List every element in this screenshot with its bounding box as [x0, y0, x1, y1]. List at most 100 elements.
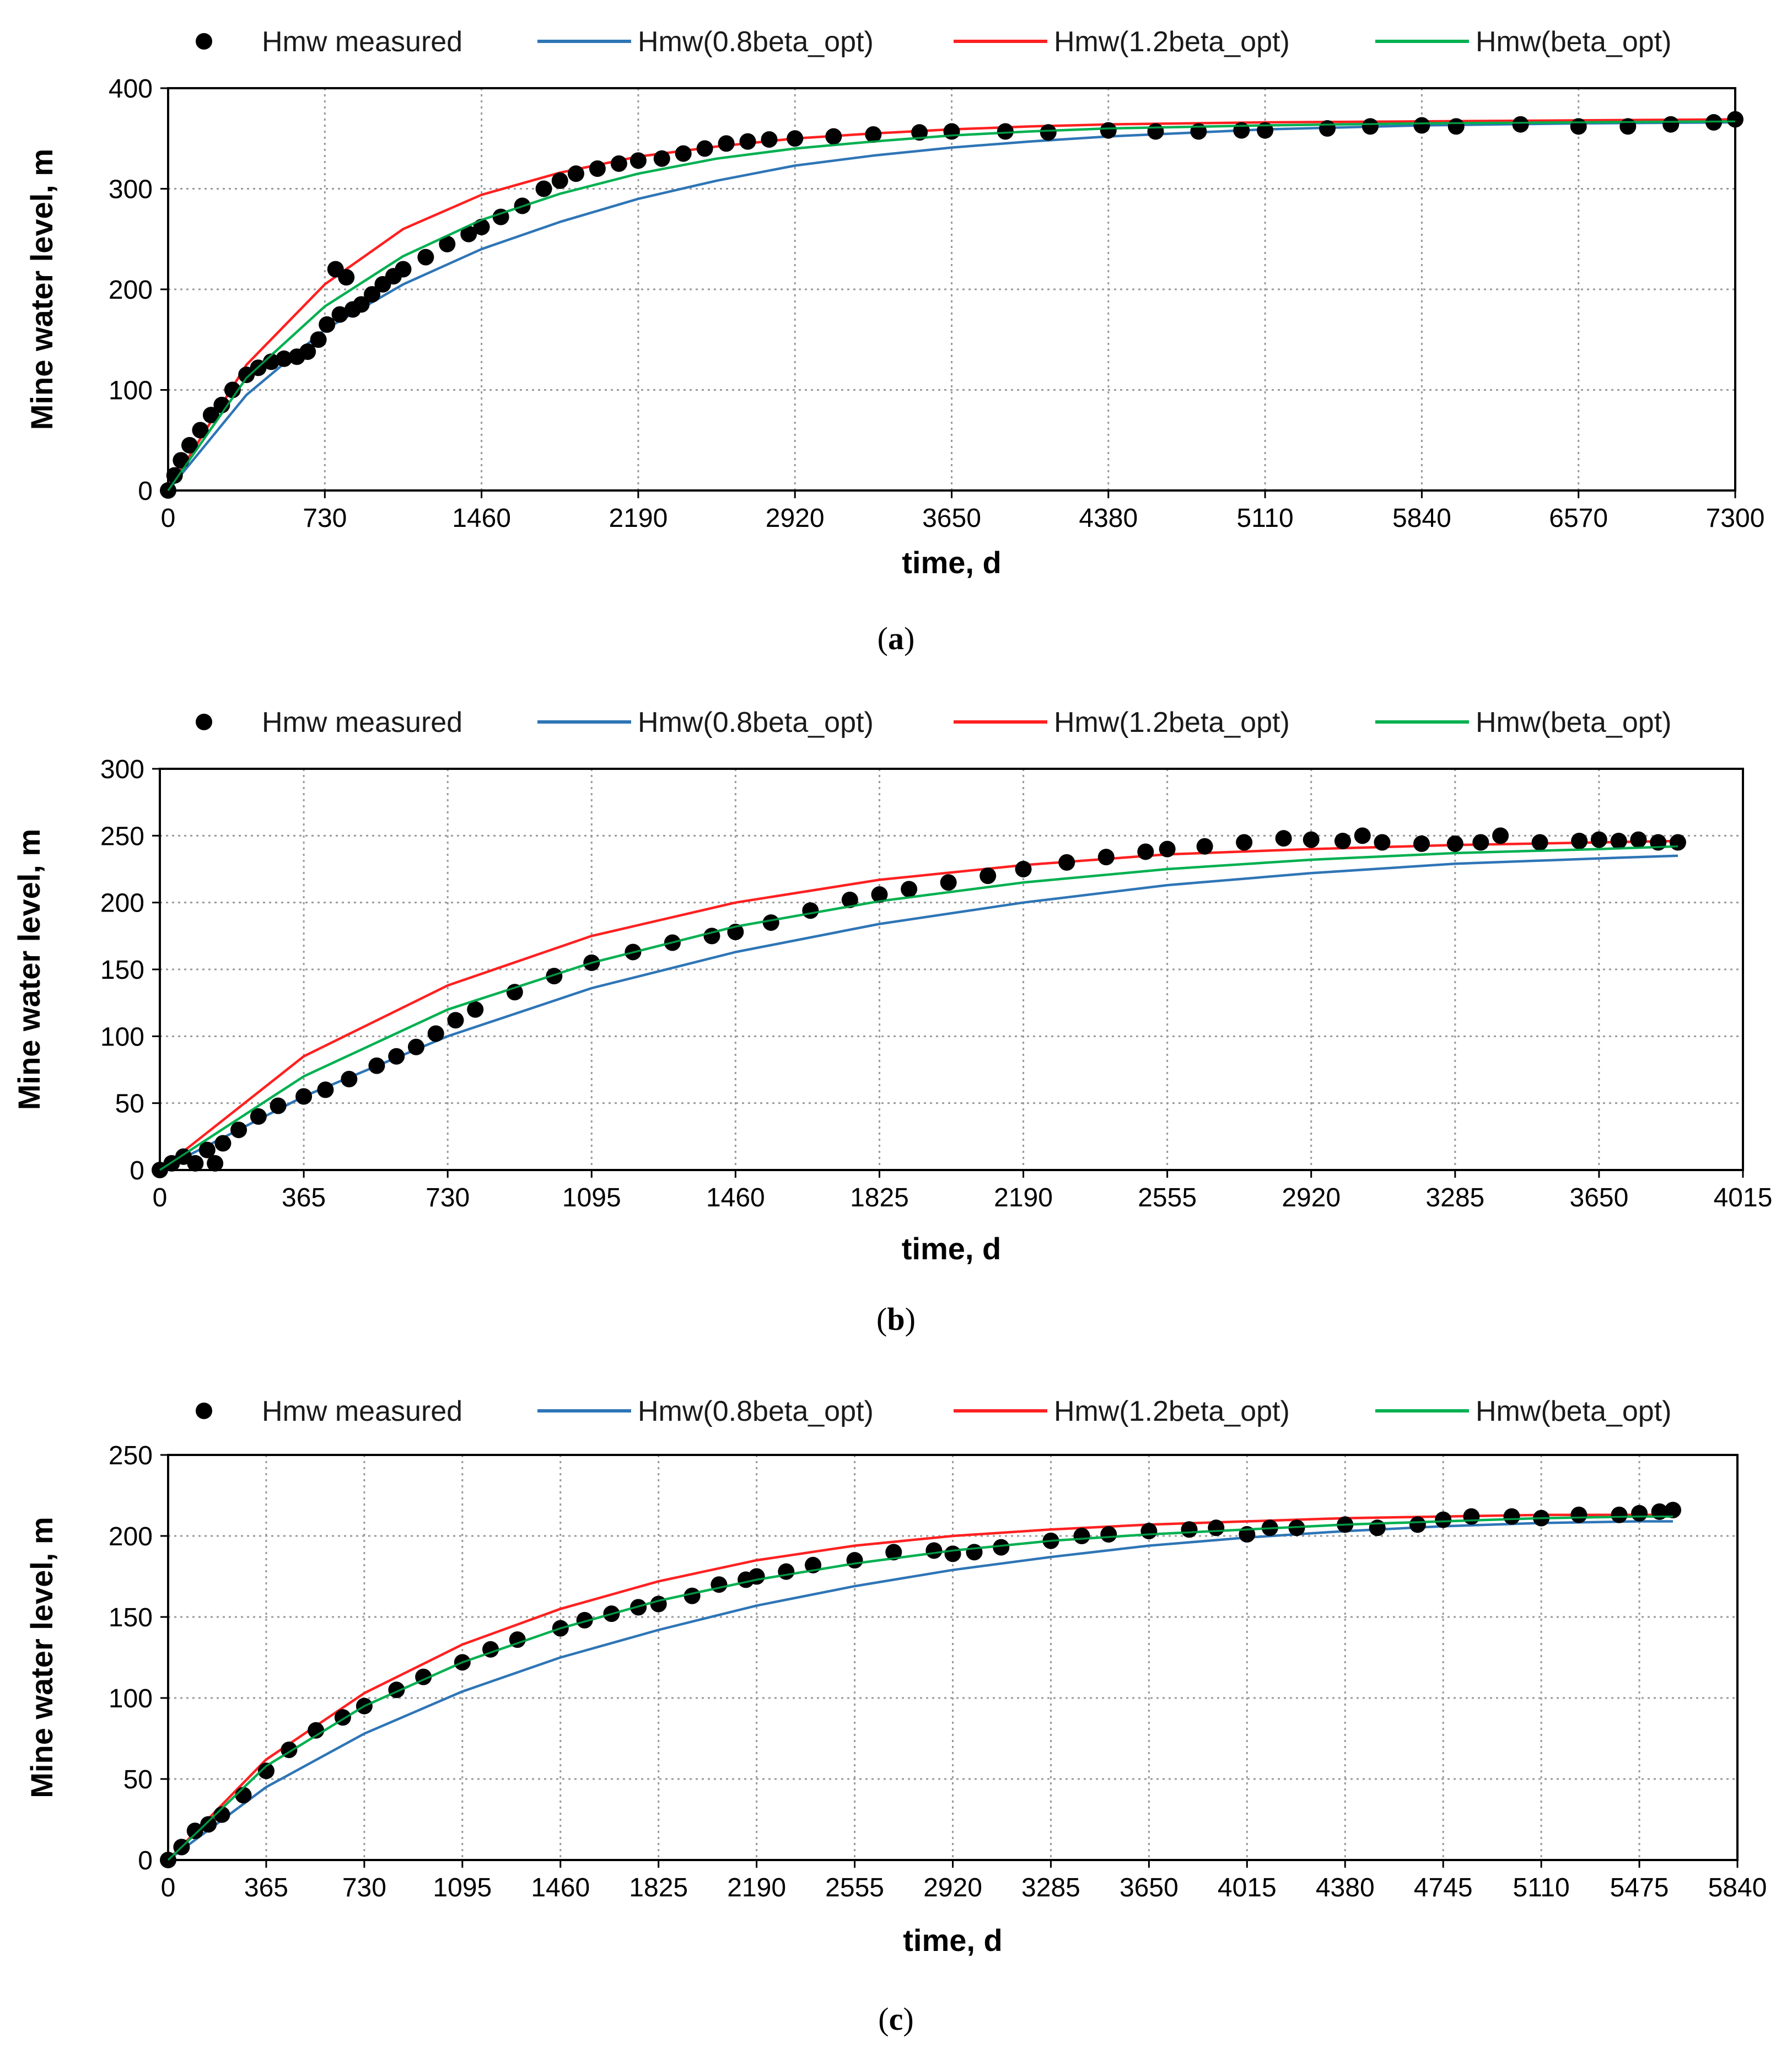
measured-point-c: [257, 1762, 275, 1780]
caption-a: (a): [877, 621, 915, 656]
measured-point-a: [1570, 118, 1587, 135]
measured-point-b: [940, 874, 957, 891]
measured-point-c: [650, 1595, 667, 1613]
legend-marker-measured-a: [196, 33, 212, 50]
measured-point-b: [1303, 831, 1320, 848]
x-tick-label-a: 6570: [1549, 504, 1608, 533]
x-axis-title-c: time, d: [903, 1923, 1002, 1958]
measured-point-c: [1611, 1506, 1628, 1523]
measured-point-c: [944, 1545, 961, 1562]
x-tick-label-c: 0: [161, 1873, 176, 1902]
measured-point-c: [993, 1539, 1010, 1556]
measured-point-c: [1369, 1519, 1386, 1537]
measured-point-c: [1435, 1511, 1452, 1528]
x-tick-label-a: 4380: [1079, 504, 1138, 533]
measured-point-b: [1590, 831, 1607, 848]
measured-point-b: [1413, 835, 1430, 852]
measured-point-c: [1570, 1506, 1587, 1523]
x-tick-label-c: 2920: [923, 1873, 982, 1902]
x-tick-label-c: 3650: [1120, 1873, 1178, 1902]
measured-point-b: [1058, 854, 1075, 871]
x-tick-label-b: 1460: [706, 1183, 765, 1212]
measured-point-a: [589, 160, 606, 177]
x-tick-label-b: 4015: [1714, 1183, 1773, 1212]
measured-point-b: [871, 886, 888, 903]
y-tick-label-c: 250: [109, 1441, 153, 1470]
x-tick-label-c: 5110: [1513, 1873, 1570, 1902]
x-tick-label-c: 1095: [433, 1873, 492, 1902]
y-tick-label-c: 200: [109, 1522, 153, 1551]
measured-point-c: [885, 1544, 902, 1561]
measured-point-a: [629, 152, 647, 169]
measured-point-a: [1233, 122, 1250, 139]
y-tick-label-a: 300: [109, 175, 153, 204]
measured-point-b: [762, 914, 779, 931]
measured-point-c: [748, 1568, 765, 1585]
y-tick-label-c: 150: [109, 1603, 153, 1632]
measured-point-a: [395, 261, 412, 278]
legend-label-a: Hmw(beta_opt): [1476, 26, 1671, 58]
measured-point-a: [825, 128, 842, 145]
measured-point-a: [181, 436, 198, 454]
measured-point-b: [1196, 838, 1213, 855]
x-tick-label-b: 2190: [994, 1183, 1053, 1212]
measured-point-b: [1492, 827, 1509, 844]
measured-point-a: [1040, 124, 1057, 141]
x-tick-label-b: 1095: [562, 1183, 621, 1212]
measured-point-a: [1512, 116, 1529, 133]
measured-point-b: [207, 1155, 224, 1172]
measured-point-b: [1275, 830, 1292, 847]
measured-point-b: [1374, 834, 1391, 851]
measured-point-a: [262, 353, 279, 370]
measured-point-a: [1619, 118, 1637, 135]
measured-point-a: [202, 407, 219, 424]
legend-marker-measured-b: [196, 714, 212, 730]
measured-point-b: [1446, 835, 1463, 852]
measured-point-b: [980, 867, 997, 885]
x-tick-label-c: 2190: [727, 1873, 786, 1902]
measured-point-c: [1665, 1501, 1681, 1518]
measured-point-a: [417, 249, 434, 266]
chart-panel-a: 0 730 1460 2190 2920 3650 4380 5110 5840 6570 7300…: [0, 0, 1792, 678]
y-tick-label-b: 150: [100, 956, 144, 985]
x-axis-title-b: time, d: [902, 1231, 1001, 1266]
measured-point-b: [407, 1038, 424, 1055]
x-tick-label-a: 7300: [1706, 504, 1765, 533]
measured-point-a: [1100, 122, 1117, 139]
measured-point-c: [1181, 1521, 1198, 1538]
measured-points-b: [152, 827, 1686, 1178]
y-tick-label-a: 100: [109, 376, 153, 406]
x-tick-label-b: 1825: [850, 1183, 909, 1212]
measured-point-b: [317, 1081, 334, 1098]
measured-point-a: [310, 331, 327, 348]
legend-label-b: Hmw measured: [262, 707, 462, 738]
legend-marker-measured-c: [196, 1403, 212, 1419]
legend-label-a: Hmw(1.2beta_opt): [1054, 26, 1290, 58]
measured-point-a: [439, 235, 456, 252]
measured-point-b: [447, 1012, 464, 1029]
x-tick-label-b: 0: [153, 1183, 168, 1212]
measured-point-a: [224, 381, 241, 398]
y-axis-title-b: Mine water level, m: [12, 829, 46, 1110]
measured-point-a: [276, 350, 293, 367]
measured-point-a: [331, 306, 348, 323]
chart-a: 0 730 1460 2190 2920 3650 4380 5110 5840 6570 7300…: [24, 26, 1765, 580]
measured-point-a: [173, 452, 190, 469]
measured-point-b: [1571, 833, 1588, 850]
measured-point-a: [166, 467, 183, 484]
measured-point-c: [711, 1576, 728, 1593]
measured-point-b: [1334, 833, 1351, 850]
measured-points-c: [160, 1501, 1681, 1868]
measured-point-a: [1413, 117, 1430, 134]
measured-point-a: [653, 150, 670, 167]
measured-point-b: [1531, 834, 1548, 851]
x-tick-label-c: 4380: [1316, 1873, 1375, 1902]
y-axis-title-a: Mine water level, m: [24, 149, 59, 430]
y-tick-label-b: 200: [100, 889, 144, 918]
x-tick-label-c: 4745: [1414, 1873, 1473, 1902]
measured-point-a: [1447, 118, 1465, 135]
measured-point-b: [1610, 833, 1627, 850]
x-tick-label-a: 2920: [766, 504, 825, 533]
y-tick-label-b: 300: [100, 755, 144, 784]
measured-point-c: [1208, 1519, 1225, 1537]
